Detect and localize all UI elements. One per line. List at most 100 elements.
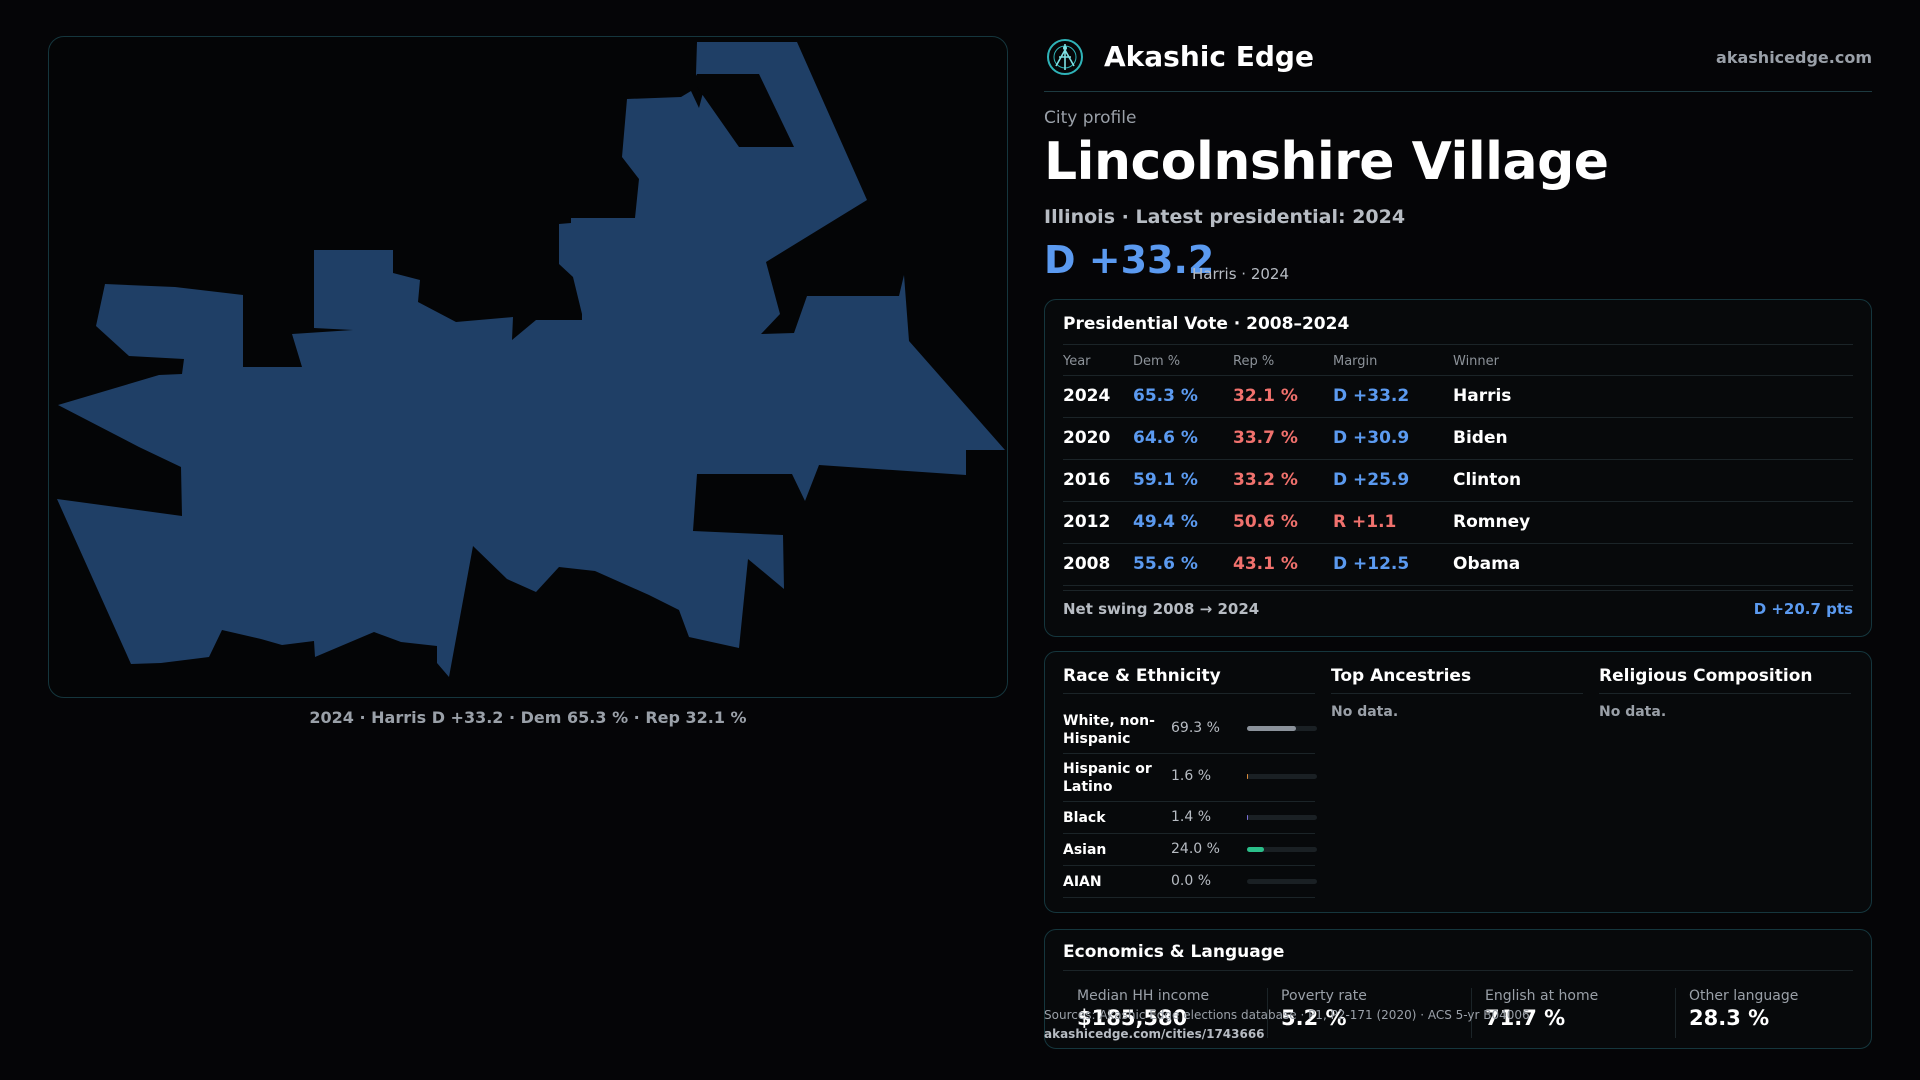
net-swing-value: D +20.7 pts bbox=[1753, 600, 1853, 618]
section-title: Religious Composition bbox=[1599, 666, 1851, 694]
race-value: 1.6 % bbox=[1171, 768, 1212, 784]
stat-value: 5.2 % bbox=[1281, 1006, 1347, 1030]
map-caption: 2024 · Harris D +33.2 · Dem 65.3 % · Rep… bbox=[309, 708, 747, 727]
stat-poverty-rate: Poverty rate 5.2 % bbox=[1267, 988, 1467, 1038]
presidential-vote-card: Presidential Vote · 2008–2024 Year Dem %… bbox=[1044, 299, 1872, 637]
source-line: Sources: Akashic Edge elections database… bbox=[1044, 1008, 1530, 1022]
stat-other-language: Other language 28.3 % bbox=[1675, 988, 1875, 1038]
cell-rep: 33.2 % bbox=[1233, 470, 1298, 490]
race-value: 1.4 % bbox=[1171, 809, 1212, 825]
ancestries-section: Top Ancestries No data. bbox=[1331, 666, 1583, 720]
stat-english-at-home: English at home 71.7 % bbox=[1471, 988, 1671, 1038]
race-name: White, non-Hispanic bbox=[1063, 713, 1155, 747]
page-kicker: City profile bbox=[1044, 108, 1137, 128]
race-bar-fill bbox=[1247, 726, 1296, 731]
column-header-margin: Margin bbox=[1333, 354, 1378, 369]
brand-name[interactable]: Akashic Edge bbox=[1104, 40, 1314, 73]
economics-card: Economics & Language Median HH income $1… bbox=[1044, 929, 1872, 1049]
cell-year: 2016 bbox=[1063, 470, 1111, 490]
column-header-dem: Dem % bbox=[1133, 354, 1181, 369]
latest-margin: D +33.2 bbox=[1044, 238, 1215, 282]
race-name: AIAN bbox=[1063, 874, 1102, 890]
section-title: Top Ancestries bbox=[1331, 666, 1583, 694]
city-boundary-shape[interactable] bbox=[57, 42, 1005, 677]
divider bbox=[1267, 988, 1268, 1038]
empty-state: No data. bbox=[1331, 704, 1399, 720]
site-header: Akashic Edge akashicedge.com bbox=[1044, 36, 1872, 92]
race-bar-fill bbox=[1247, 847, 1264, 852]
cell-dem: 64.6 % bbox=[1133, 428, 1198, 448]
race-bar-fill bbox=[1247, 815, 1249, 820]
cell-winner: Biden bbox=[1453, 428, 1508, 448]
cell-margin: D +12.5 bbox=[1333, 554, 1410, 574]
divider bbox=[1471, 988, 1472, 1038]
race-bar-fill bbox=[1247, 774, 1249, 779]
divider bbox=[1675, 988, 1676, 1038]
column-header-year: Year bbox=[1063, 354, 1091, 369]
cell-dem: 59.1 % bbox=[1133, 470, 1198, 490]
race-bar bbox=[1247, 879, 1317, 884]
stat-label: Other language bbox=[1689, 988, 1799, 1004]
cell-dem: 65.3 % bbox=[1133, 386, 1198, 406]
map-panel[interactable] bbox=[48, 36, 1008, 698]
stat-median-income: Median HH income $185,580 bbox=[1063, 988, 1263, 1038]
table-row: 2024 65.3 % 32.1 % D +33.2 Harris bbox=[1063, 376, 1853, 418]
race-name: Hispanic or Latino bbox=[1063, 761, 1152, 795]
section-title: Race & Ethnicity bbox=[1063, 666, 1315, 694]
demographics-card: Race & Ethnicity White, non-Hispanic 69.… bbox=[1044, 651, 1872, 913]
source-url[interactable]: akashicedge.com/cities/1743666 bbox=[1044, 1027, 1265, 1041]
cell-margin: R +1.1 bbox=[1333, 512, 1397, 532]
race-name: Asian bbox=[1063, 842, 1107, 858]
map-inner-notch bbox=[697, 74, 794, 147]
cell-rep: 50.6 % bbox=[1233, 512, 1298, 532]
stat-value: $185,580 bbox=[1077, 1006, 1188, 1030]
cell-dem: 49.4 % bbox=[1133, 512, 1198, 532]
cell-rep: 43.1 % bbox=[1233, 554, 1298, 574]
card-title: Presidential Vote · 2008–2024 bbox=[1063, 314, 1350, 334]
divider bbox=[1063, 970, 1853, 971]
card-title: Economics & Language bbox=[1063, 942, 1285, 962]
table-row: 2016 59.1 % 33.2 % D +25.9 Clinton bbox=[1063, 460, 1853, 502]
cell-margin: D +33.2 bbox=[1333, 386, 1410, 406]
race-ethnicity-section: Race & Ethnicity White, non-Hispanic 69.… bbox=[1063, 666, 1317, 898]
column-header-winner: Winner bbox=[1453, 354, 1500, 369]
race-value: 69.3 % bbox=[1171, 720, 1220, 736]
race-row: White, non-Hispanic 69.3 % bbox=[1063, 706, 1317, 754]
net-swing: Net swing 2008 → 2024 D +20.7 pts bbox=[1063, 590, 1853, 626]
city-boundary-map[interactable] bbox=[49, 37, 1008, 698]
page-subtitle: Illinois · Latest presidential: 2024 bbox=[1044, 206, 1406, 228]
stat-value: 71.7 % bbox=[1485, 1006, 1566, 1030]
table-header: Year Dem % Rep % Margin Winner bbox=[1063, 350, 1853, 376]
cell-winner: Clinton bbox=[1453, 470, 1522, 490]
race-bar bbox=[1247, 774, 1317, 779]
cell-dem: 55.6 % bbox=[1133, 554, 1198, 574]
table-row: 2012 49.4 % 50.6 % R +1.1 Romney bbox=[1063, 502, 1853, 544]
table-row: 2008 55.6 % 43.1 % D +12.5 Obama bbox=[1063, 544, 1853, 586]
cell-year: 2008 bbox=[1063, 554, 1111, 574]
compass-figure-icon[interactable] bbox=[1046, 38, 1084, 76]
cell-margin: D +30.9 bbox=[1333, 428, 1410, 448]
race-row: Black 1.4 % bbox=[1063, 802, 1317, 834]
race-bar bbox=[1247, 815, 1317, 820]
column-header-rep: Rep % bbox=[1233, 354, 1275, 369]
stat-label: Poverty rate bbox=[1281, 988, 1367, 1004]
stat-value: 28.3 % bbox=[1689, 1006, 1770, 1030]
race-row: AIAN 0.0 % bbox=[1063, 866, 1317, 898]
race-bar bbox=[1247, 726, 1317, 731]
site-url[interactable]: akashicedge.com bbox=[1716, 48, 1872, 67]
cell-rep: 32.1 % bbox=[1233, 386, 1298, 406]
cell-year: 2020 bbox=[1063, 428, 1111, 448]
cell-winner: Romney bbox=[1453, 512, 1531, 532]
cell-year: 2024 bbox=[1063, 386, 1111, 406]
empty-state: No data. bbox=[1599, 704, 1667, 720]
cell-rep: 33.7 % bbox=[1233, 428, 1298, 448]
divider bbox=[1063, 344, 1853, 345]
cell-winner: Obama bbox=[1453, 554, 1521, 574]
page-title: Lincolnshire Village bbox=[1044, 132, 1609, 192]
source-note: Sources: Akashic Edge elections database… bbox=[1044, 1006, 1530, 1044]
religion-section: Religious Composition No data. bbox=[1599, 666, 1851, 720]
stat-label: English at home bbox=[1485, 988, 1599, 1004]
race-name: Black bbox=[1063, 810, 1106, 826]
race-row: Asian 24.0 % bbox=[1063, 834, 1317, 866]
stat-label: Median HH income bbox=[1077, 988, 1210, 1004]
